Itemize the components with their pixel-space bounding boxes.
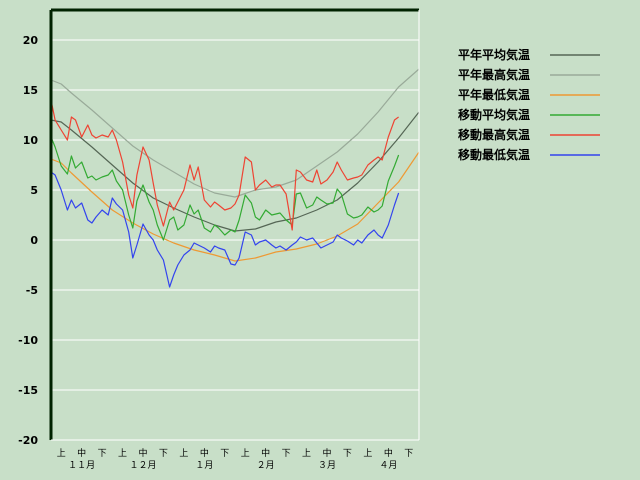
series-lines: [50, 68, 420, 288]
x-tick-label: 中: [77, 447, 86, 459]
y-tick-label: -15: [18, 384, 38, 397]
x-tick-label: 中: [261, 447, 270, 459]
legend-entry-label: 平年最高気温: [458, 67, 530, 82]
y-tick-label: 15: [23, 84, 38, 97]
series-line: [50, 136, 400, 241]
y-tick-label: 10: [23, 134, 39, 147]
y-tick-label: 5: [30, 184, 38, 197]
series-line: [50, 111, 420, 232]
x-tick-label: 上: [241, 448, 250, 459]
x-tick-label: 下: [159, 449, 168, 459]
axes: [49, 8, 420, 441]
month-label: １２月: [129, 460, 156, 471]
x-axis-ticks: 上中下上中下上中下上中下上中下上中下１１月 １２月 １月 ２月 ３月 ４月: [57, 447, 414, 471]
grid-lines: [51, 39, 419, 391]
month-label: ２月: [257, 460, 275, 471]
legend-entry-label: 平年最低気温: [458, 87, 530, 102]
month-label: １１月: [68, 460, 95, 471]
series-line: [50, 99, 399, 231]
x-tick-label: 下: [98, 449, 107, 459]
month-label: ３月: [318, 460, 336, 471]
y-tick-label: -5: [26, 284, 38, 297]
month-label: １月: [195, 460, 213, 471]
legend-entry-label: 移動最高気温: [458, 127, 530, 142]
x-tick-label: 中: [200, 447, 209, 459]
x-tick-label: 上: [363, 448, 372, 459]
legend-entry-label: 移動最低気温: [458, 147, 530, 162]
y-tick-label: 0: [30, 234, 38, 247]
x-tick-label: 下: [282, 449, 291, 459]
y-tick-label: -10: [18, 334, 38, 347]
x-tick-label: 上: [179, 448, 188, 459]
y-axis-ticks: 20 15 10 5 0 -5 -10 -15 -20: [18, 34, 38, 447]
x-tick-label: 下: [220, 449, 229, 459]
legend-entry-label: 移動平均気温: [458, 107, 530, 122]
x-tick-label: 中: [384, 447, 393, 459]
legend-entry-label: 平年平均気温: [458, 47, 530, 62]
series-line: [50, 68, 420, 198]
y-tick-label: -20: [18, 434, 38, 447]
x-tick-label: 上: [118, 448, 127, 459]
x-tick-label: 中: [138, 447, 147, 459]
series-line: [50, 151, 420, 262]
x-tick-label: 上: [57, 448, 66, 459]
x-tick-label: 下: [404, 449, 413, 459]
series-line: [50, 171, 400, 288]
month-label: ４月: [379, 460, 397, 471]
x-tick-label: 下: [343, 449, 352, 459]
y-tick-label: 20: [23, 34, 39, 47]
x-tick-label: 中: [322, 447, 331, 459]
x-tick-label: 上: [302, 448, 311, 459]
